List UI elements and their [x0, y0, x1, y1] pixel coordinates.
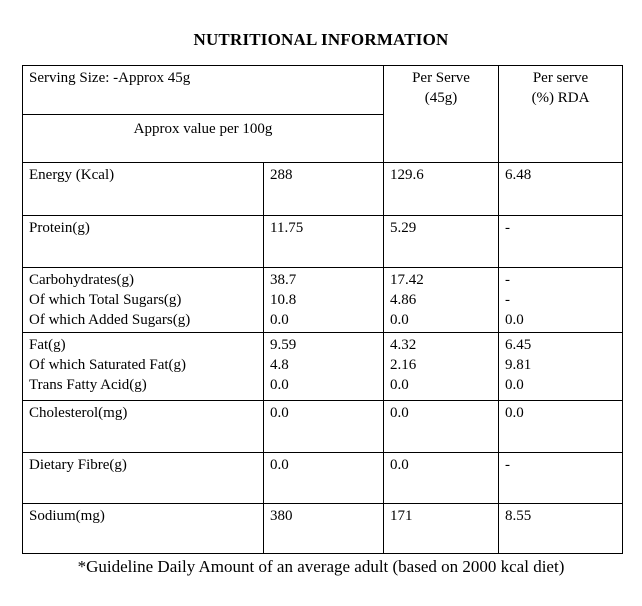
value-per-100g: 0.0 — [262, 452, 385, 504]
value-rda: 8.55 — [498, 503, 624, 554]
column-header-per-serve: Per Serve (45g) — [383, 65, 500, 163]
table-row-fat: Fat(g) Of which Saturated Fat(g) Trans F… — [22, 332, 624, 401]
value-per-100g: 11.75 — [262, 215, 385, 268]
nutrient-label: Cholesterol(mg) — [22, 400, 264, 453]
table-row-dietary-fibre: Dietary Fibre(g) 0.0 0.0 - — [22, 452, 624, 504]
value-rda: - - 0.0 — [498, 267, 624, 333]
header-row-serving-size: Serving Size: -Approx 45g Per Serve (45g… — [21, 65, 624, 163]
value-per-serve: 4.32 2.16 0.0 — [383, 332, 500, 401]
value-per-100g: 38.7 10.8 0.0 — [262, 267, 385, 333]
value-per-serve: 0.0 — [383, 452, 500, 504]
nutrition-table: Serving Size: -Approx 45g Per Serve (45g… — [21, 65, 624, 554]
value-rda: - — [498, 215, 624, 268]
value-rda: 6.45 9.81 0.0 — [498, 332, 624, 401]
table-row-carbohydrates: Carbohydrates(g) Of which Total Sugars(g… — [22, 267, 624, 333]
value-per-100g: 288 — [262, 162, 385, 216]
table-row-sodium: Sodium(mg) 380 171 8.55 — [22, 503, 624, 554]
table-row-energy: Energy (Kcal) 288 129.6 6.48 — [22, 162, 624, 216]
guideline-footnote: *Guideline Daily Amount of an average ad… — [77, 557, 565, 576]
value-per-serve: 17.42 4.86 0.0 — [383, 267, 500, 333]
value-per-100g: 380 — [262, 503, 385, 554]
nutrient-label: Energy (Kcal) — [22, 162, 264, 216]
header-row-approx-value: Approx value per 100g — [21, 114, 623, 163]
value-per-100g: 9.59 4.8 0.0 — [262, 332, 385, 401]
column-header-per-serve-rda: Per serve (%) RDA — [498, 65, 624, 163]
value-rda: 6.48 — [498, 162, 624, 216]
page-title: NUTRITIONAL INFORMATION — [193, 30, 449, 49]
table-row-cholesterol: Cholesterol(mg) 0.0 0.0 0.0 — [22, 400, 624, 453]
table-row-protein: Protein(g) 11.75 5.29 - — [22, 215, 624, 268]
approx-value-cell: Approx value per 100g — [21, 114, 385, 163]
value-per-serve: 5.29 — [383, 215, 500, 268]
nutrient-label: Protein(g) — [22, 215, 264, 268]
value-per-serve: 0.0 — [383, 400, 500, 453]
nutrient-label: Sodium(mg) — [22, 503, 264, 554]
nutrient-label: Fat(g) Of which Saturated Fat(g) Trans F… — [22, 332, 264, 401]
value-per-100g: 0.0 — [262, 400, 385, 453]
value-per-serve: 171 — [383, 503, 500, 554]
nutrient-label: Dietary Fibre(g) — [22, 452, 264, 504]
value-rda: 0.0 — [498, 400, 624, 453]
value-rda: - — [498, 452, 624, 504]
serving-size-cell: Serving Size: -Approx 45g — [21, 65, 385, 115]
value-per-serve: 129.6 — [383, 162, 500, 216]
nutrient-label: Carbohydrates(g) Of which Total Sugars(g… — [22, 267, 264, 333]
